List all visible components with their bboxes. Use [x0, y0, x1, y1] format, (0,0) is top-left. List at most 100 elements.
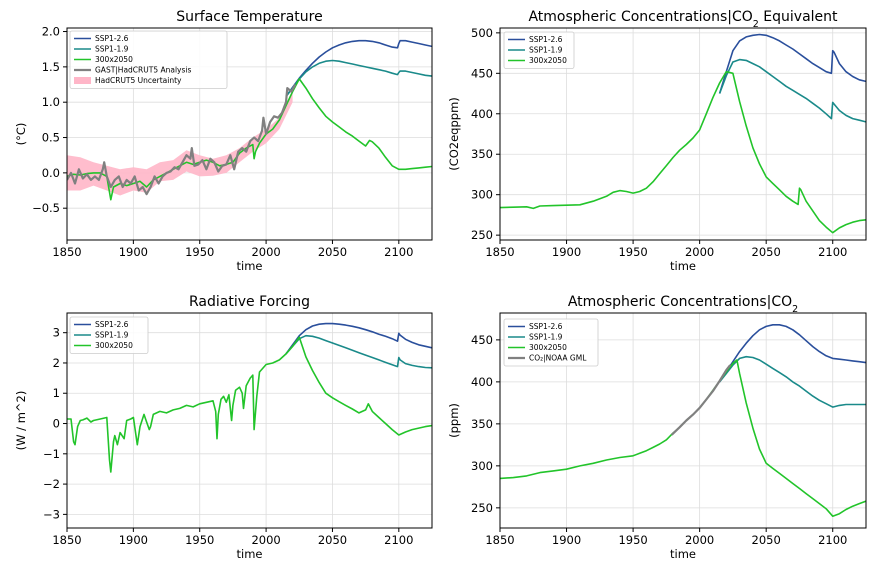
legend-label: SSP1-1.9	[95, 45, 129, 54]
y-tick-label: 250	[471, 228, 493, 242]
series-line-1	[285, 322, 432, 355]
legend-label: 300x2050	[95, 341, 133, 350]
plot-area	[67, 39, 432, 201]
y-tick-label: 350	[471, 147, 493, 161]
x-tick-label: 2100	[384, 245, 413, 259]
x-tick-label: 2000	[251, 533, 280, 547]
series-line-2	[285, 334, 432, 369]
y-tick-label: 1.5	[42, 60, 60, 74]
axes-frame	[499, 312, 867, 529]
legend-label: HadCRUT5 Uncertainty	[95, 76, 182, 85]
x-tick-label: 1950	[185, 533, 214, 547]
y-axis-label: (CO2eqppm)	[447, 97, 461, 171]
chart-title-subscript: 2	[792, 304, 798, 315]
x-tick-label: 1850	[52, 245, 81, 259]
legend-box	[503, 31, 575, 69]
chart-panel-4: 1850 1900 1950 2000 2050 2100 250 300 350 400 450 t…	[447, 294, 867, 561]
x-tick-label: 1900	[119, 245, 148, 259]
y-tick-label: 2	[53, 356, 60, 370]
x-axis-label: time	[670, 547, 696, 561]
x-tick-label: 2050	[318, 245, 347, 259]
series-line-1	[718, 324, 866, 383]
series-line-4	[67, 83, 297, 196]
series-line-3	[500, 70, 866, 234]
x-axis-label: time	[237, 547, 263, 561]
x-tick-label: 1950	[618, 533, 647, 547]
y-tick-label: 0.0	[42, 166, 60, 180]
legend-label: SSP1-1.9	[95, 331, 129, 340]
axes-frame	[499, 27, 867, 241]
series-line-4	[670, 364, 732, 436]
y-tick-label: −1	[43, 447, 60, 461]
series-line-2	[718, 355, 866, 408]
legend-label: SSP1-2.6	[95, 34, 129, 43]
legend-box	[69, 316, 149, 354]
legend-label: 300x2050	[529, 56, 567, 65]
y-tick-label: 300	[471, 459, 493, 473]
legend-label: GAST|HadCRUT5 Analysis	[95, 66, 191, 75]
chart-title: Radiative Forcing	[189, 294, 310, 310]
y-tick-label: 2.0	[42, 25, 60, 39]
series-line-3	[67, 336, 432, 473]
series-line-3	[67, 78, 432, 201]
x-tick-label: 2050	[318, 533, 347, 547]
legend-box	[69, 30, 228, 89]
x-tick-label: 1850	[485, 533, 514, 547]
series-line-3	[500, 359, 866, 517]
series-line-1	[285, 39, 432, 97]
x-tick-label: 2100	[384, 533, 413, 547]
x-tick-label: 2000	[685, 533, 714, 547]
legend-label: 300x2050	[95, 55, 133, 64]
x-tick-label: 1850	[52, 533, 81, 547]
legend-label: SSP1-2.6	[95, 320, 129, 329]
legend-label: SSP1-1.9	[529, 46, 563, 55]
legend-swatch	[74, 77, 91, 84]
x-axis-label: time	[237, 259, 263, 273]
x-axis-label: time	[670, 259, 696, 273]
legend-label: SSP1-2.6	[529, 322, 563, 331]
legend-label: SSP1-2.6	[529, 35, 563, 44]
chart-title-main: Surface Temperature	[176, 9, 322, 25]
legend-label: CO₂|NOAA GML	[529, 354, 587, 363]
plot-area	[500, 324, 866, 517]
plot-area	[500, 33, 866, 234]
y-axis-label: (°C)	[14, 123, 28, 146]
y-tick-label: 400	[471, 375, 493, 389]
x-tick-label: 2100	[818, 245, 847, 259]
y-axis-label: (W / m^2)	[14, 391, 28, 451]
y-tick-label: −3	[43, 507, 60, 521]
series-line-1	[718, 33, 866, 94]
chart-title-main: Atmospheric Concentrations|CO	[528, 9, 752, 25]
x-tick-label: 1950	[185, 245, 214, 259]
y-tick-label: −2	[43, 477, 60, 491]
legend-label: SSP1-1.9	[529, 333, 563, 342]
y-tick-label: 450	[471, 333, 493, 347]
chart-panel-3: 1850 1900 1950 2000 2050 2100 −3 −2 −1 0 1 2 3 time (W…	[14, 294, 433, 561]
x-tick-label: 1950	[618, 245, 647, 259]
plot-area	[67, 322, 432, 473]
chart-title-subscript: 2	[753, 19, 759, 30]
chart-panel-1: 1850 1900 1950 2000 2050 2100 −0.5 0.0 0.5 1.0 1.5…	[14, 9, 433, 273]
y-tick-label: 500	[471, 26, 493, 40]
legend-box	[503, 318, 599, 367]
x-tick-label: 2000	[251, 245, 280, 259]
y-tick-label: 400	[471, 107, 493, 121]
x-tick-label: 1900	[119, 533, 148, 547]
chart-title-suffix: Equivalent	[759, 9, 838, 25]
chart-title: Atmospheric Concentrations|CO2 Equivalen…	[528, 9, 838, 30]
y-tick-label: 250	[471, 501, 493, 515]
series-line-2	[285, 59, 432, 97]
y-tick-label: 300	[471, 188, 493, 202]
legend-label: 300x2050	[529, 343, 567, 352]
y-axis-label: (ppm)	[447, 403, 461, 438]
x-tick-label: 1900	[552, 533, 581, 547]
uncertainty-band	[67, 91, 293, 196]
y-tick-label: 450	[471, 66, 493, 80]
series-line-2	[718, 58, 866, 123]
chart-title: Atmospheric Concentrations|CO2	[568, 294, 798, 315]
x-tick-label: 2050	[752, 533, 781, 547]
